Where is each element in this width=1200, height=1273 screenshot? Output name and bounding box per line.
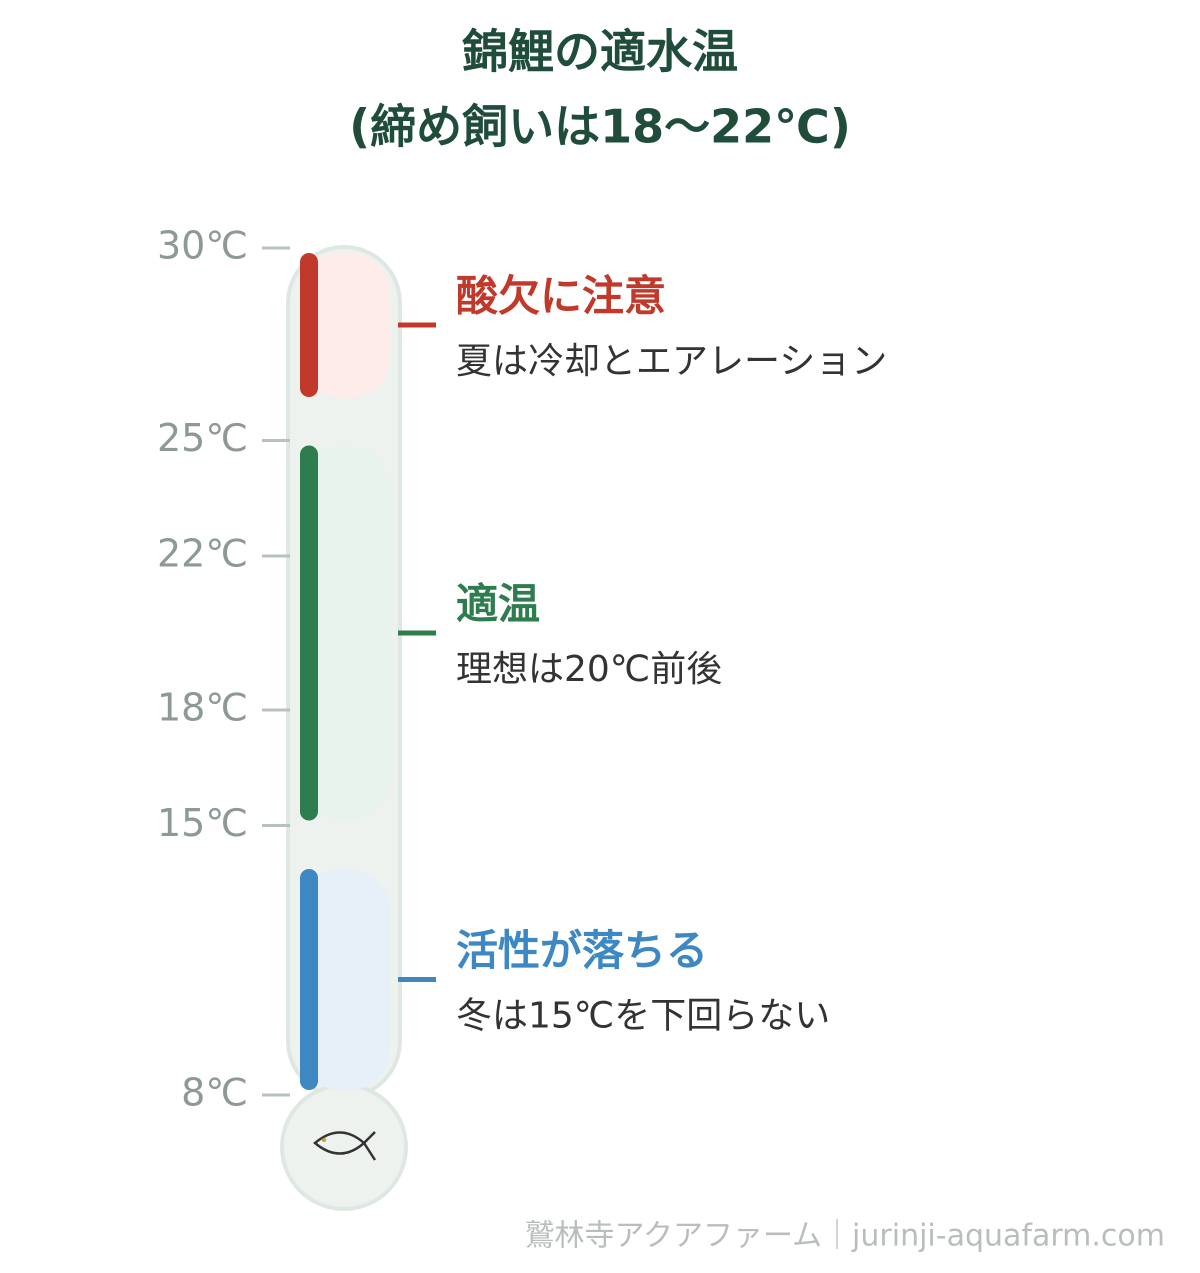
tick-label: 25℃	[157, 416, 248, 460]
tick-label: 30℃	[157, 224, 248, 268]
zone-fill	[300, 445, 390, 821]
footer: 鷲林寺アクアファーム｜jurinji-aquafarm.com	[524, 1219, 1165, 1254]
zone-bar	[300, 445, 318, 821]
bulb	[280, 1083, 408, 1211]
zone-bar	[300, 869, 318, 1090]
zone-note: 夏は冷却とエアレーション	[456, 341, 887, 382]
zone-bar	[300, 253, 318, 397]
tick-label: 18℃	[157, 686, 248, 730]
zone-label: 活性が落ちる	[456, 926, 708, 975]
fish-icon	[313, 1131, 377, 1161]
zone-note: 冬は15℃を下回らない	[456, 996, 830, 1037]
zone-fill	[300, 253, 390, 397]
tick-label: 22℃	[157, 532, 248, 576]
zone-label: 酸欠に注意	[456, 272, 666, 321]
zone-fill	[300, 869, 390, 1090]
zone-note: 理想は20℃前後	[456, 649, 722, 690]
tick-label: 15℃	[157, 801, 248, 845]
tick-label: 8℃	[181, 1071, 248, 1115]
zone-label: 適温	[456, 580, 540, 629]
title: 錦鯉の適水温	[462, 25, 738, 79]
subtitle: (締め飼いは18〜22℃)	[349, 100, 851, 154]
